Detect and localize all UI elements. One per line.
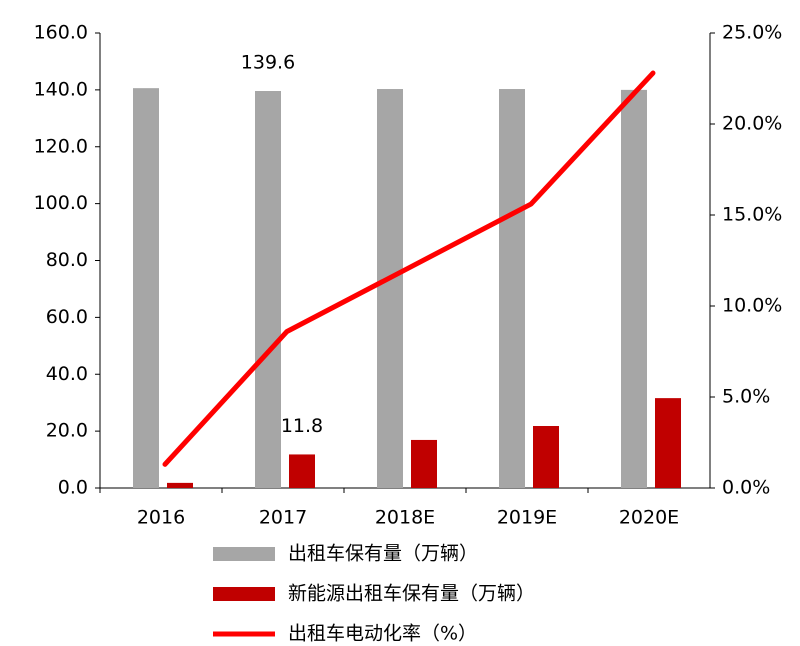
x-tick-label: 2020E — [619, 507, 679, 529]
bar — [411, 439, 437, 488]
x-tick-label: 2019E — [497, 507, 557, 529]
y2-tick-label: 10.0% — [722, 295, 782, 317]
y2-tick-label: 15.0% — [722, 204, 782, 226]
bar — [377, 89, 403, 488]
y-tick-label: 40.0 — [46, 363, 88, 385]
bar — [499, 89, 525, 488]
x-tick-label: 2018E — [375, 507, 435, 529]
legend-label: 出租车电动化率（%） — [288, 623, 477, 645]
y2-tick-label: 0.0% — [722, 477, 770, 499]
y2-tick-label: 20.0% — [722, 113, 782, 135]
data-label: 139.6 — [241, 52, 295, 74]
bar — [621, 89, 647, 488]
bar — [255, 91, 281, 488]
legend-label: 新能源出租车保有量（万辆） — [288, 583, 535, 605]
legend-swatch — [213, 587, 275, 601]
y-tick-label: 120.0 — [34, 135, 88, 157]
y-tick-label: 20.0 — [46, 420, 88, 442]
legend-label: 出租车保有量（万辆） — [288, 543, 478, 565]
y2-tick-label: 25.0% — [722, 22, 782, 44]
y-tick-label: 60.0 — [46, 306, 88, 328]
line — [162, 70, 656, 467]
bar — [289, 454, 315, 488]
y-tick-label: 100.0 — [34, 192, 88, 214]
bar — [655, 398, 681, 488]
y-tick-label: 0.0 — [58, 477, 88, 499]
y-tick-label: 160.0 — [34, 22, 88, 44]
bar — [133, 88, 159, 488]
y-tick-label: 140.0 — [34, 78, 88, 100]
x-tick-label: 2017 — [259, 507, 307, 529]
bar — [167, 482, 193, 488]
bar — [533, 426, 559, 488]
legend-swatch — [213, 547, 275, 561]
y-tick-label: 80.0 — [46, 249, 88, 271]
data-label: 11.8 — [281, 415, 323, 437]
y2-tick-label: 5.0% — [722, 386, 770, 408]
x-tick-label: 2016 — [137, 507, 185, 529]
